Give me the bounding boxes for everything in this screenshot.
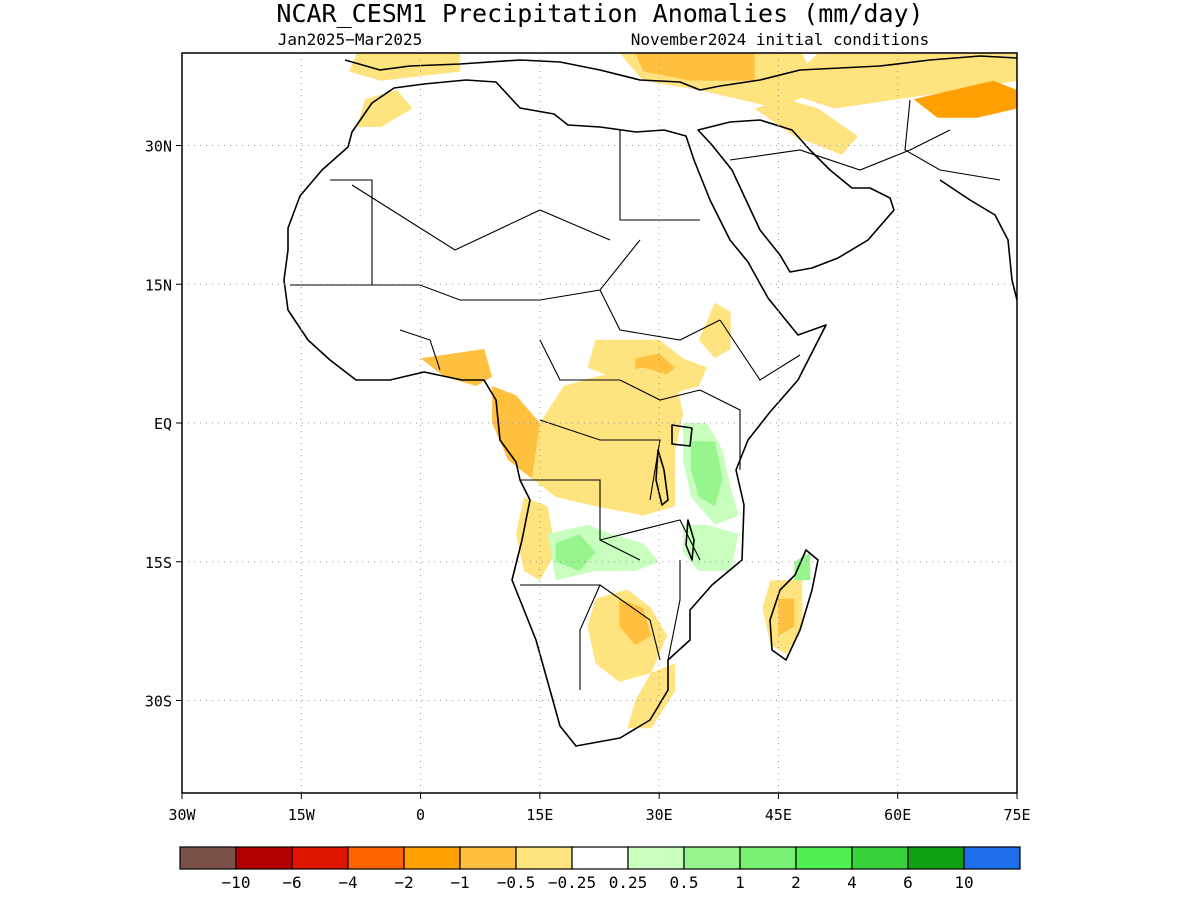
anomaly-region-6 [698,302,731,359]
border-east [699,389,741,470]
anomaly-region-17 [635,53,755,81]
anomaly-region-25 [683,524,739,571]
colorbar-label: −6 [282,873,301,892]
anomaly-region-19 [754,99,858,155]
colorbar-label: 1 [735,873,745,892]
border-congo [539,419,661,501]
lon-tick-label: 15W [288,806,316,824]
anomaly-shading-layer [349,53,1017,729]
colorbar-box [795,846,853,870]
lon-tick-label: 45E [765,806,792,824]
colorbar-box [963,846,1021,870]
latitude-tick-labels: 30N 15N EQ 15S 30S [145,138,172,711]
colorbar-label: 10 [954,873,973,892]
border-middle-east [729,129,951,171]
colorbar-label: 4 [847,873,857,892]
colorbar-box [291,846,349,870]
map-plot-area: 30W 15W 0 15E 30E 45E 60E 75E 30N 15N EQ 15S 30S [145,52,1031,824]
axis-ticks [176,145,1018,799]
lat-tick-label: 15N [145,276,172,294]
lon-tick-label: 30W [168,806,196,824]
border-mozambique [667,560,681,661]
lon-tick-label: 60E [884,806,911,824]
lon-tick-label: 15E [526,806,553,824]
lat-tick-label: 30N [145,138,172,156]
colorbar-box [907,846,965,870]
colorbar-box [627,846,685,870]
india-coastline [939,179,1017,301]
longitude-tick-labels: 30W 15W 0 15E 30E 45E 60E 75E [168,806,1030,824]
coastline-layer [283,55,1017,747]
anomaly-region-10 [619,598,652,645]
colorbar-box [179,846,237,870]
anomaly-region-15 [357,90,413,127]
lake-malawi [685,519,695,561]
anomaly-region-11 [627,663,675,729]
map-subtitle-conditions: November2024 initial conditions [631,30,930,49]
border-west-coast [399,329,441,371]
colorbar-box [459,846,517,870]
colorbar-box [851,846,909,870]
colorbar-box [347,846,405,870]
lon-tick-label: 30E [646,806,673,824]
colorbar-label: −0.25 [548,873,596,892]
colorbar-label: −0.5 [497,873,536,892]
border-iran [904,99,1001,181]
border-ethiopia [719,319,801,381]
colorbar-box [571,846,629,870]
colorbar-box [235,846,293,870]
anomaly-region-26 [794,552,811,581]
colorbar-boxes [179,846,1021,870]
colorbar-label: −4 [338,873,357,892]
colorbar-label: −1 [450,873,469,892]
colorbar-label: 6 [903,873,913,892]
colorbar-box [683,846,741,870]
anomaly-region-7 [531,367,683,516]
border-algeria-mali [351,184,611,251]
anomaly-region-13 [778,598,795,636]
border-botswana [599,584,661,661]
africa-coastline [283,79,827,747]
border-sahel [372,239,641,301]
map-subtitle-period: Jan2025−Mar2025 [278,30,423,49]
anomaly-region-20 [913,80,1017,118]
anomaly-region-24 [555,534,596,571]
colorbar-label: 0.25 [609,873,648,892]
lake-tanganyika [655,449,669,506]
lon-tick-label: 0 [416,806,425,824]
colorbar-box [739,846,797,870]
border-angola [520,479,641,561]
colorbar-label: 2 [791,873,801,892]
border-sahara-west [290,179,373,286]
lat-tick-label: 15S [145,554,172,572]
madagascar-coastline [769,549,819,661]
colorbar-label: −2 [394,873,413,892]
country-borders-layer [290,99,1001,690]
border-central [539,339,701,401]
anomaly-region-22 [691,441,723,507]
map-title: NCAR_CESM1 Precipitation Anomalies (mm/d… [276,0,923,28]
anomaly-region-1 [492,386,548,479]
colorbar-box [515,846,573,870]
arabia-coastline [697,119,895,273]
border-libya-egypt [619,130,700,221]
colorbar-labels: −10 −6 −4 −2 −1 −0.5 −0.25 0.25 0.5 1 2 4 6 10 [222,873,974,892]
lat-tick-label: 30S [145,693,172,711]
anomaly-region-9 [587,589,668,682]
lon-tick-label: 75E [1003,806,1030,824]
europe-coastline [344,55,1017,91]
colorbar: −10 −6 −4 −2 −1 −0.5 −0.25 0.25 0.5 1 2 4 6 10 [179,846,1021,892]
lat-tick-label: EQ [154,415,172,433]
colorbar-label: 0.5 [670,873,699,892]
colorbar-label: −10 [222,873,251,892]
border-namibia [520,584,601,690]
border-sudan [599,289,721,341]
colorbar-box [403,846,461,870]
anomaly-region-0 [420,349,493,386]
anomaly-region-18 [778,53,1017,109]
border-zambia [599,519,701,561]
lake-victoria [671,424,693,447]
